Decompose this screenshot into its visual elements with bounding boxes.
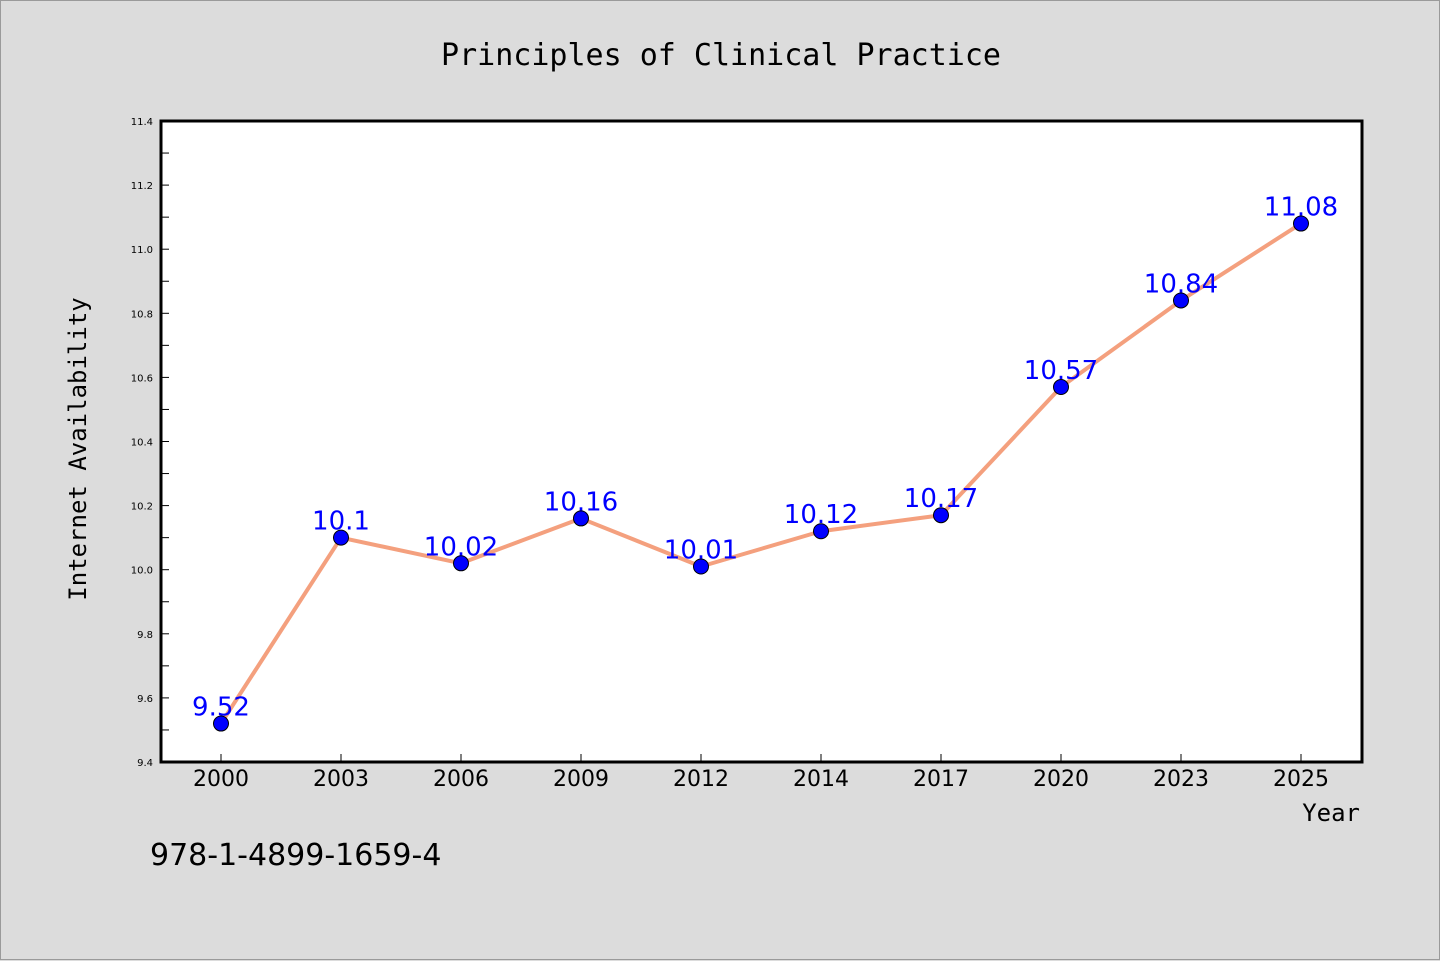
data-point bbox=[213, 715, 229, 732]
data-point bbox=[573, 510, 589, 527]
data-label: 10.57 bbox=[1024, 356, 1098, 386]
x-axis-label: Year bbox=[1302, 799, 1360, 827]
data-label: 10.17 bbox=[904, 484, 978, 514]
y-tick-label: 11.4 bbox=[131, 117, 153, 128]
x-tick-label: 2000 bbox=[193, 767, 249, 792]
y-tick-label: 10.2 bbox=[131, 502, 153, 513]
series-group: 9.52 10.1 10.02 10.16 10.01 10.12 10.17 10.57 10… bbox=[192, 193, 1338, 732]
x-axis: 2000 2003 2006 2009 2012 2014 2017 2020 2023 2025 bbox=[193, 754, 1329, 792]
data-point bbox=[1053, 379, 1069, 396]
y-tick-label: 10.4 bbox=[131, 438, 153, 449]
y-tick-label: 11.2 bbox=[131, 181, 153, 192]
data-point bbox=[693, 558, 709, 575]
data-point bbox=[1173, 292, 1189, 309]
data-label: 10.02 bbox=[424, 532, 498, 562]
data-label: 10.16 bbox=[544, 487, 618, 517]
isbn-text: 978-1-4899-1659-4 bbox=[150, 838, 441, 873]
x-tick-label: 2020 bbox=[1033, 767, 1089, 792]
y-tick-label: 9.6 bbox=[137, 694, 153, 705]
y-axis-label: Internet Availability bbox=[64, 297, 92, 600]
data-point bbox=[813, 523, 829, 540]
series-line bbox=[219, 221, 1303, 725]
data-label: 11.08 bbox=[1264, 193, 1338, 223]
y-tick-label: 10.6 bbox=[131, 373, 153, 384]
data-label: 10.01 bbox=[664, 535, 738, 565]
x-tick-label: 2017 bbox=[913, 767, 969, 792]
y-tick-label: 10.8 bbox=[131, 309, 153, 320]
x-tick-label: 2023 bbox=[1153, 767, 1209, 792]
data-label: 10.12 bbox=[784, 500, 858, 530]
x-tick-label: 2006 bbox=[433, 767, 489, 792]
y-axis: 9.4 9.6 9.8 10.0 10.2 10.4 10.6 10.8 11.0 11.2 11.… bbox=[131, 117, 169, 769]
data-point bbox=[453, 555, 469, 572]
x-tick-label: 2012 bbox=[673, 767, 729, 792]
y-tick-label: 11.0 bbox=[131, 245, 153, 256]
data-label: 10.84 bbox=[1144, 269, 1218, 299]
x-tick-label: 2003 bbox=[313, 767, 369, 792]
chart-title: Principles of Clinical Practice bbox=[441, 38, 1001, 73]
data-point bbox=[333, 529, 349, 546]
data-point bbox=[1293, 215, 1309, 232]
y-tick-label: 10.0 bbox=[131, 566, 153, 577]
x-tick-label: 2014 bbox=[793, 767, 849, 792]
y-tick-label: 9.4 bbox=[137, 758, 153, 769]
y-tick-label: 9.8 bbox=[137, 630, 153, 641]
x-tick-label: 2009 bbox=[553, 767, 609, 792]
data-label: 9.52 bbox=[192, 693, 250, 723]
x-tick-label: 2025 bbox=[1273, 767, 1329, 792]
data-label: 10.1 bbox=[312, 507, 370, 537]
plot-area bbox=[159, 119, 1364, 764]
data-point bbox=[933, 507, 949, 524]
